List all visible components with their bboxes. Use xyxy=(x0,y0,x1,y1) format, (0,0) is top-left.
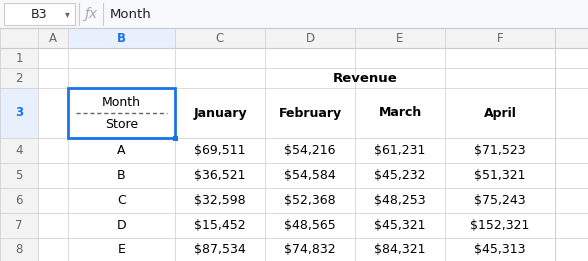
Text: $15,452: $15,452 xyxy=(194,219,246,232)
Bar xyxy=(0,0,588,28)
Text: $75,243: $75,243 xyxy=(474,194,526,207)
Text: E: E xyxy=(118,243,125,256)
Bar xyxy=(68,28,175,48)
Text: A: A xyxy=(117,144,126,157)
Text: $69,511: $69,511 xyxy=(194,144,246,157)
Bar xyxy=(0,88,38,138)
Text: B: B xyxy=(117,169,126,182)
Bar xyxy=(4,3,75,25)
Text: $45,321: $45,321 xyxy=(374,219,426,232)
Text: C: C xyxy=(117,194,126,207)
Text: $87,534: $87,534 xyxy=(194,243,246,256)
Bar xyxy=(0,28,588,48)
Text: March: March xyxy=(378,106,422,120)
Text: February: February xyxy=(279,106,342,120)
Text: E: E xyxy=(396,32,404,44)
Bar xyxy=(68,88,175,138)
Text: 5: 5 xyxy=(15,169,23,182)
Text: 6: 6 xyxy=(15,194,23,207)
Text: Revenue: Revenue xyxy=(333,72,397,85)
Bar xyxy=(68,88,175,138)
Text: Month: Month xyxy=(110,8,152,21)
Text: $84,321: $84,321 xyxy=(374,243,426,256)
Text: $54,216: $54,216 xyxy=(284,144,336,157)
Text: $48,253: $48,253 xyxy=(374,194,426,207)
Text: $45,232: $45,232 xyxy=(374,169,426,182)
Text: A: A xyxy=(49,32,57,44)
Text: $45,313: $45,313 xyxy=(475,243,526,256)
Text: 7: 7 xyxy=(15,219,23,232)
Bar xyxy=(172,135,178,140)
Text: $36,521: $36,521 xyxy=(194,169,246,182)
Text: B3: B3 xyxy=(31,8,48,21)
Text: C: C xyxy=(216,32,224,44)
Text: $48,565: $48,565 xyxy=(284,219,336,232)
Text: B: B xyxy=(117,32,126,44)
Text: 1: 1 xyxy=(15,51,23,64)
Bar xyxy=(0,28,38,261)
Text: ▾: ▾ xyxy=(65,9,69,19)
Text: $61,231: $61,231 xyxy=(375,144,426,157)
Text: 8: 8 xyxy=(15,243,23,256)
Text: $71,523: $71,523 xyxy=(474,144,526,157)
Text: January: January xyxy=(193,106,247,120)
Text: $52,368: $52,368 xyxy=(284,194,336,207)
Text: April: April xyxy=(483,106,516,120)
Text: 3: 3 xyxy=(15,106,23,120)
Text: $32,598: $32,598 xyxy=(194,194,246,207)
Text: Month: Month xyxy=(102,96,141,109)
Text: Store: Store xyxy=(105,118,138,132)
Text: $74,832: $74,832 xyxy=(284,243,336,256)
Text: 2: 2 xyxy=(15,72,23,85)
Text: F: F xyxy=(497,32,503,44)
Text: $152,321: $152,321 xyxy=(470,219,530,232)
Text: D: D xyxy=(116,219,126,232)
Text: 4: 4 xyxy=(15,144,23,157)
Text: $54,584: $54,584 xyxy=(284,169,336,182)
Text: $51,321: $51,321 xyxy=(475,169,526,182)
Text: ƒx: ƒx xyxy=(85,7,98,21)
Text: D: D xyxy=(305,32,315,44)
